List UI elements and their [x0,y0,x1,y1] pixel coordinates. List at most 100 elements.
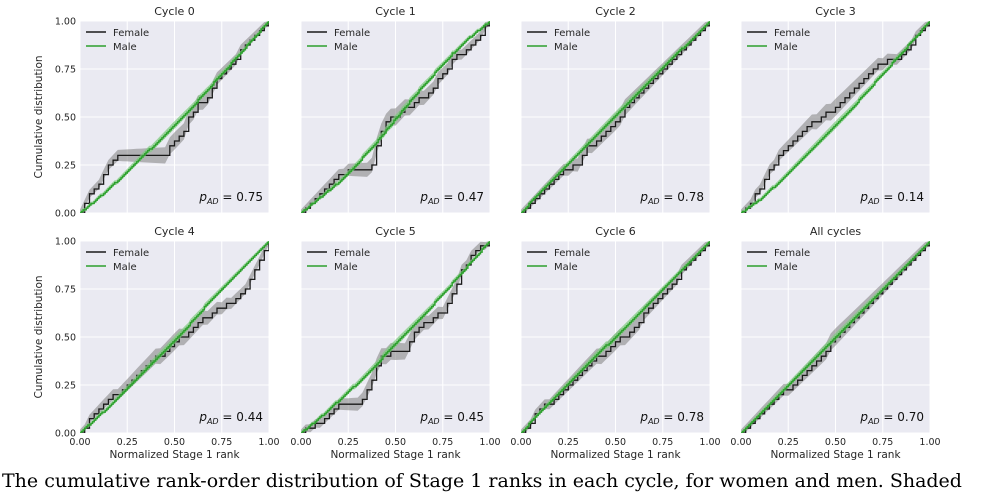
male-confidence-band [80,21,269,213]
x-tick-label: 0.75 [211,437,232,448]
y-axis-label: Cumulative distribution [33,55,45,178]
p-value-annotation: pAD = 0.70 [859,410,924,426]
p-value-annotation: pAD = 0.75 [198,190,263,206]
legend-label-male: Male [113,42,137,53]
x-tick-label: 0.25 [338,437,359,448]
panel-title: Cycle 0 [154,5,195,18]
male-cdf-line [301,21,490,213]
plot-area [301,241,490,433]
male-cdf-line [741,241,930,433]
x-tick-label: 0.50 [164,437,185,448]
male-cdf-line [741,21,930,213]
x-tick-label: 1.00 [479,437,500,448]
male-cdf-line [301,241,490,433]
x-tick-label: 0.50 [825,437,846,448]
legend-label-female: Female [774,248,810,259]
male-cdf-line [80,21,269,213]
legend-label-female: Female [774,28,810,39]
panel-title: Cycle 4 [154,225,195,238]
female-cdf-line [521,21,710,213]
plot-area [741,21,930,213]
legend-label-male: Male [334,262,358,273]
female-confidence-band [80,21,269,213]
legend-label-female: Female [334,28,370,39]
y-tick-label: 1.00 [55,17,76,28]
y-tick-label: 0.50 [55,113,76,124]
x-axis-label: Normalized Stage 1 rank [770,449,901,461]
plot-area [80,241,269,433]
panel-6: Cycle 5 Female Male pAD = 0.45 0.00 0.25 0.50 0… [290,225,500,461]
female-cdf-line [521,241,710,433]
y-tick-label: 0.25 [55,381,76,392]
panel-2: Cycle 1 Female Male pAD = 0.47 [300,5,491,214]
plot-area [521,241,710,433]
x-axis-label: Normalized Stage 1 rank [109,449,240,461]
y-tick-label: 0.25 [55,161,76,172]
legend-label-female: Female [554,248,590,259]
female-cdf-line [741,21,930,213]
plot-area [80,21,269,213]
panel-title: All cycles [810,225,862,238]
y-tick-label: 1.00 [55,237,76,248]
y-tick-label: 0.00 [55,209,76,220]
male-confidence-band [301,21,490,213]
x-tick-label: 0.25 [778,437,799,448]
p-value-annotation: pAD = 0.44 [198,410,263,426]
x-tick-label: 1.00 [919,437,940,448]
legend-label-female: Female [113,28,149,39]
panel-7: Cycle 6 Female Male pAD = 0.78 0.00 0.25 0.50 0… [510,225,720,461]
x-tick-label: 0.50 [605,437,626,448]
p-value-annotation: pAD = 0.45 [419,410,484,426]
legend-label-male: Male [554,42,578,53]
x-axis-label: Normalized Stage 1 rank [330,449,461,461]
female-confidence-band [741,21,930,213]
legend-label-male: Male [774,262,798,273]
panel-title: Cycle 3 [815,5,856,18]
cdf-small-multiples: Cycle 0 Female Male pAD = 0.75 0.00 0.25 0.50 0… [33,5,941,461]
legend-label-female: Female [113,248,149,259]
y-tick-label: 0.75 [55,65,76,76]
panel-3: Cycle 2 Female Male pAD = 0.78 [520,5,711,214]
panel-4: Cycle 3 Female Male pAD = 0.14 [740,5,931,214]
x-tick-label: 0.00 [69,437,90,448]
panel-title: Cycle 1 [375,5,416,18]
legend-label-female: Female [334,248,370,259]
p-value-annotation: pAD = 0.47 [419,190,484,206]
male-cdf-line [521,241,710,433]
panel-1: Cycle 0 Female Male pAD = 0.75 0.00 0.25 0.50 0… [33,5,270,220]
p-value-annotation: pAD = 0.78 [639,190,704,206]
legend-label-female: Female [554,28,590,39]
x-tick-label: 0.25 [117,437,138,448]
p-value-annotation: pAD = 0.78 [639,410,704,426]
male-confidence-band [301,241,490,433]
x-tick-label: 0.25 [558,437,579,448]
panel-title: Cycle 5 [375,225,416,238]
x-tick-label: 0.00 [510,437,531,448]
legend-label-male: Male [113,262,137,273]
plot-area [301,21,490,213]
panel-title: Cycle 6 [595,225,636,238]
x-tick-label: 0.00 [730,437,751,448]
x-tick-label: 0.75 [432,437,453,448]
plot-area [741,241,930,433]
figure-caption: The cumulative rank-order distribution o… [2,470,962,492]
x-tick-label: 1.00 [258,437,279,448]
panel-5: Cycle 4 Female Male pAD = 0.44 0.00 0.25 0.50 0… [33,225,280,461]
legend-label-male: Male [774,42,798,53]
x-tick-label: 0.50 [385,437,406,448]
p-value-annotation: pAD = 0.14 [859,190,924,206]
x-tick-label: 0.75 [872,437,893,448]
female-cdf-line [80,241,269,433]
panel-title: Cycle 2 [595,5,636,18]
male-cdf-line [521,21,710,213]
plot-area [521,21,710,213]
x-tick-label: 1.00 [699,437,720,448]
male-confidence-band [741,21,930,213]
y-tick-label: 0.75 [55,285,76,296]
y-tick-label: 0.50 [55,333,76,344]
x-axis-label: Normalized Stage 1 rank [550,449,681,461]
male-cdf-line [80,241,269,433]
y-tick-label: 0.00 [55,429,76,440]
legend-label-male: Male [334,42,358,53]
